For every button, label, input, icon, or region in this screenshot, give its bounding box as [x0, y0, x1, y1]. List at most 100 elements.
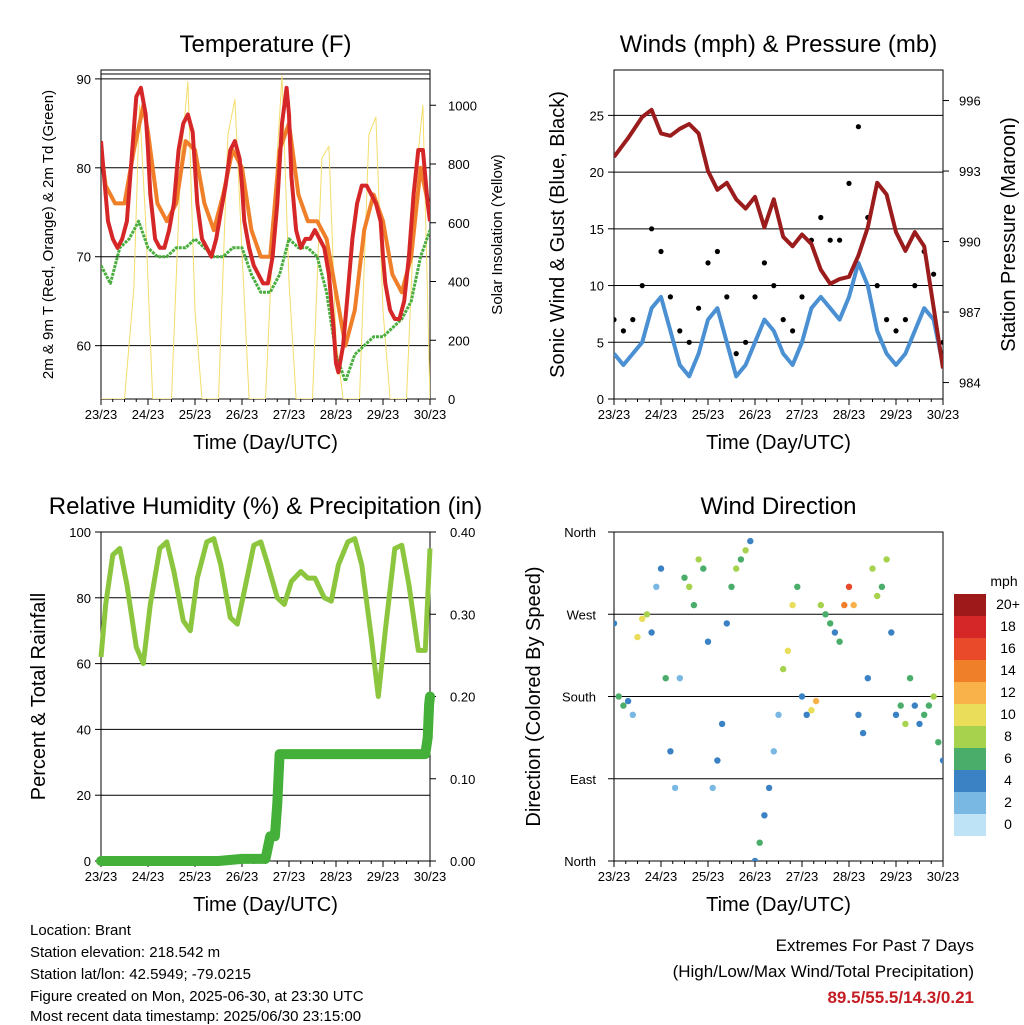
colorbar-swatch [954, 704, 986, 726]
chart-panel-2: Winds (mph) & Pressure (mb) 23/23 24/23 25/… [547, 31, 1020, 454]
y2-axis-label: Station Pressure (Maroon) [998, 117, 1020, 352]
y-tick-label: North [564, 525, 596, 540]
direction-point [761, 812, 768, 819]
direction-point [728, 583, 735, 590]
colorbar-swatch [954, 814, 986, 836]
x-tick-label: 28/23 [833, 407, 866, 422]
direction-point [643, 611, 651, 618]
direction-point [794, 583, 801, 590]
direction-point [869, 565, 876, 572]
y2-tick-label: 0.40 [450, 525, 475, 540]
x-tick-label: 25/23 [692, 407, 725, 422]
extremes-subheading: (High/Low/Max Wind/Total Precipitation) [672, 962, 974, 981]
direction-point [634, 633, 641, 641]
gust-point [771, 283, 777, 289]
direction-point [614, 620, 618, 627]
direction-point [653, 583, 660, 590]
y-tick-label: 70 [77, 250, 91, 265]
direction-point [775, 711, 782, 718]
gust-point [677, 328, 683, 334]
x-tick-label: 23/23 [85, 407, 118, 422]
gust-point [799, 294, 805, 300]
y-tick-label: 80 [77, 591, 91, 606]
x-tick-label: 28/23 [833, 869, 866, 884]
x-tick-label: 23/23 [598, 869, 631, 884]
direction-point [850, 601, 857, 609]
y2-tick-label: 0 [448, 392, 455, 407]
colorbar-swatch [954, 748, 986, 770]
y2-tick-label: 993 [959, 164, 981, 179]
colorbar-label: 2 [1004, 794, 1012, 810]
extremes-heading: Extremes For Past 7 Days [775, 936, 974, 955]
colorbar-label: 8 [1004, 728, 1012, 744]
y-tick-label: 15 [590, 222, 604, 237]
x-tick-label: 30/23 [414, 407, 447, 422]
gust-point [658, 248, 664, 255]
direction-point [700, 565, 707, 572]
direction-point [709, 784, 716, 792]
chart-title: Wind Direction [700, 493, 856, 520]
direction-point [808, 707, 815, 714]
colorbar-label: 0 [1004, 816, 1012, 832]
direction-point [916, 720, 923, 728]
y-tick-label: 100 [69, 525, 91, 540]
y-tick-label: 90 [77, 72, 91, 87]
y2-axis-label: Solar Insolation (Yellow) [489, 154, 506, 314]
y2-tick-label: 0.30 [450, 607, 475, 622]
chart-title: Temperature (F) [179, 31, 351, 58]
created-text: Figure created on Mon, 2025-06-30, at 23… [30, 988, 364, 1005]
direction-point [935, 739, 942, 746]
direction-point [765, 784, 773, 792]
direction-point [751, 857, 759, 861]
series-line-precip [96, 691, 435, 866]
direction-point [615, 693, 622, 700]
extremes-values: 89.5/55.5/14.3/0.21 [827, 988, 974, 1007]
y-tick-label: North [564, 854, 596, 869]
direction-point [737, 556, 745, 563]
direction-point [620, 702, 627, 709]
colorbar-swatch [954, 770, 986, 792]
direction-point [639, 615, 646, 622]
x-tick-label: 27/23 [273, 407, 306, 422]
colorbar-label: 16 [1000, 640, 1016, 656]
gust-point [733, 351, 739, 357]
gust-point [686, 339, 692, 345]
y-tick-label: 5 [597, 335, 604, 350]
x-tick-label: 27/23 [786, 407, 819, 422]
x-tick-label: 24/23 [645, 869, 678, 884]
y-tick-label: 10 [590, 279, 604, 294]
series-line-rh [98, 536, 433, 699]
direction-point [859, 729, 867, 737]
x-axis-label: Time (Day/UTC) [706, 432, 851, 454]
direction-point [822, 611, 829, 618]
direction-point [798, 693, 806, 700]
plot-frame [613, 69, 944, 400]
direction-point [841, 601, 848, 609]
direction-point [690, 601, 698, 609]
direction-point [780, 665, 787, 673]
plot-area [614, 107, 943, 379]
x-tick-label: 26/23 [739, 407, 772, 422]
x-tick-label: 29/23 [880, 407, 913, 422]
direction-point [742, 547, 749, 554]
direction-point [878, 583, 886, 590]
colorbar-label: 14 [1000, 662, 1016, 678]
y2-tick-label: 984 [959, 376, 981, 391]
x-tick-label: 26/23 [226, 407, 259, 422]
gust-point [902, 317, 909, 323]
series-line-pressure [614, 107, 943, 369]
y2-tick-label: 200 [448, 333, 470, 348]
direction-point [648, 629, 655, 636]
gust-point [714, 248, 721, 255]
x-axis-label: Time (Day/UTC) [193, 432, 338, 454]
x-tick-label: 24/23 [132, 869, 165, 884]
y-axis-label: 2m & 9m T (Red, Orange) & 2m Td (Green) [40, 90, 57, 379]
gust-point [912, 283, 918, 289]
elevation-text: Station elevation: 218.542 m [30, 944, 221, 961]
series-line-wind [614, 260, 943, 379]
direction-point [911, 702, 918, 709]
gust-point [855, 124, 862, 130]
direction-point [803, 711, 810, 718]
gust-point [761, 260, 768, 266]
x-tick-label: 24/23 [645, 407, 678, 422]
